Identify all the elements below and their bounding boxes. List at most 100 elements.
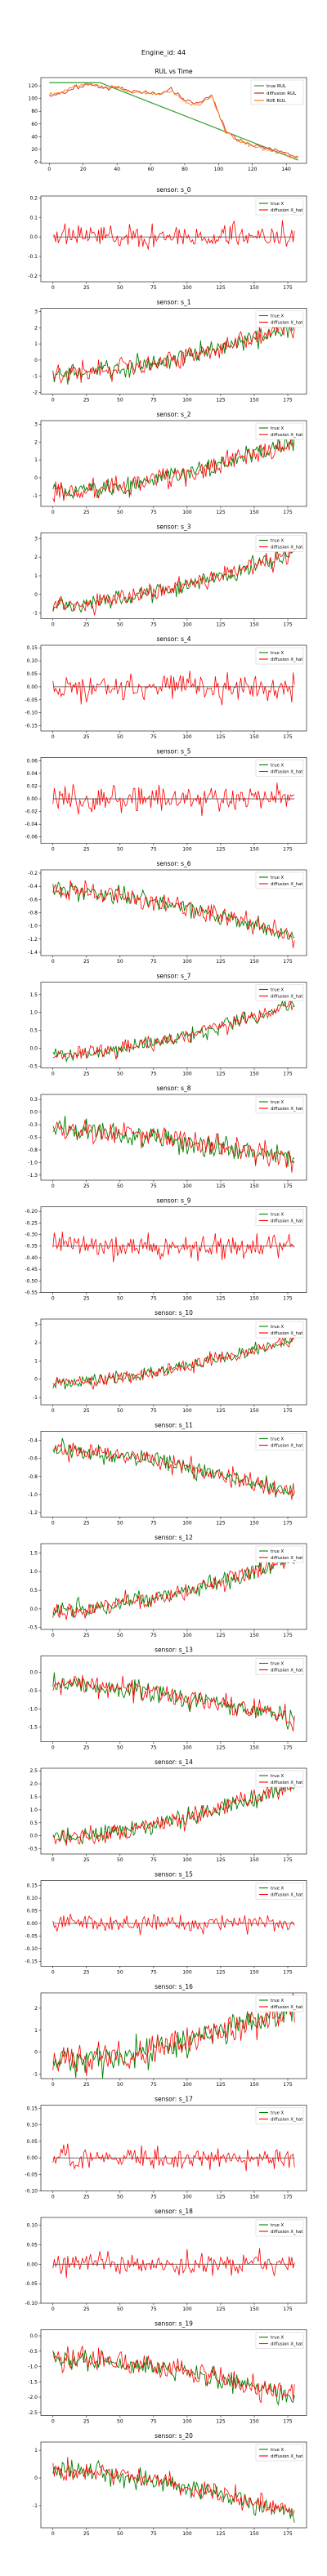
x-tick-label: 75	[150, 1633, 157, 1638]
legend-label: diffusion X_hat	[271, 1556, 302, 1561]
x-tick-label: 50	[117, 1183, 123, 1189]
y-tick-label: -0.35	[25, 1244, 38, 1250]
x-tick-label: 150	[249, 1183, 259, 1189]
x-tick-label: 100	[182, 734, 192, 740]
y-tick-label: 1	[34, 341, 38, 347]
panel-legend: true X diffusion X_hat	[255, 1545, 304, 1563]
y-tick-label: -1	[33, 2072, 38, 2078]
x-tick-label: 25	[83, 1745, 90, 1751]
sensor-panel: sensor: s_18 0 25 50 75 100 125 150 175 -0.10 -0.0…	[25, 2208, 307, 2312]
x-tick-label: 175	[283, 959, 293, 965]
x-tick-label: 150	[249, 622, 259, 628]
y-tick-label: 0.15	[27, 2106, 38, 2112]
panel-title: sensor: s_12	[155, 1534, 193, 1541]
sensor-panel: sensor: s_3 0 25 50 75 100 125 150 175 -1 0 1 2 3 true…	[33, 524, 307, 628]
y-tick-label: -2.5	[28, 2410, 38, 2416]
legend-label: RVE RUL	[267, 99, 286, 104]
rul-legend: true RUL diffusion RUL RVE RUL	[250, 79, 304, 105]
diffusion-x-hat-line	[52, 1552, 295, 1620]
x-tick-label: 100	[182, 2419, 192, 2425]
y-tick-label: 2	[34, 325, 38, 331]
panel-title: sensor: s_2	[156, 411, 190, 418]
legend-label: diffusion X_hat	[271, 1669, 302, 1674]
x-tick-label: 25	[83, 2419, 90, 2425]
axes-frame	[40, 1767, 307, 1855]
y-tick-label: 1	[34, 573, 38, 579]
x-tick-label: 150	[249, 2531, 259, 2537]
y-tick-label: 0	[34, 592, 38, 598]
x-tick-label: 25	[83, 2306, 90, 2312]
y-tick-label: -0.04	[25, 822, 38, 827]
x-tick-label: 125	[216, 1072, 226, 1077]
y-tick-label: -0.5	[28, 1688, 38, 1694]
x-tick-label: 75	[150, 1521, 157, 1526]
axes-frame	[40, 308, 307, 394]
x-tick-label: 20	[80, 167, 87, 172]
y-tick-label: 1.5	[29, 1550, 38, 1556]
x-tick-label: 150	[249, 510, 259, 515]
y-tick-label: 2	[34, 555, 38, 560]
x-tick-label: 100	[182, 2195, 192, 2200]
x-tick-label: 0	[52, 2306, 55, 2312]
axes-frame	[40, 2441, 307, 2529]
x-tick-label: 100	[182, 1633, 192, 1638]
y-tick-label: -1.5	[28, 1725, 38, 1731]
axes-frame	[40, 2217, 307, 2304]
y-tick-label: 0.0	[29, 1110, 38, 1116]
y-tick-label: -1	[33, 493, 38, 499]
diffusion-x-hat-line	[52, 1231, 295, 1263]
x-tick-label: 140	[281, 167, 291, 172]
x-tick-label: 100	[182, 1408, 192, 1414]
y-tick-label: 3	[34, 309, 38, 314]
x-tick-label: 25	[83, 1072, 90, 1077]
x-tick-label: 75	[150, 1745, 157, 1751]
y-tick-label: -0.30	[25, 1232, 38, 1238]
x-tick-label: 50	[117, 1521, 123, 1526]
legend-box	[255, 2332, 304, 2349]
y-tick-label: -1.2	[28, 1510, 38, 1516]
sensor-panel: sensor: s_9 0 25 50 75 100 125 150 175 -0.55 -0.50…	[25, 1197, 307, 1302]
true-x-line	[52, 1000, 295, 1063]
legend-box	[255, 422, 304, 440]
x-tick-label: 0	[47, 167, 51, 172]
true-x-line	[52, 1554, 295, 1618]
x-tick-label: 125	[216, 510, 226, 515]
x-tick-label: 125	[216, 2419, 226, 2425]
x-tick-label: 120	[248, 167, 258, 172]
legend-box	[255, 984, 304, 1001]
y-tick-label: 0.5	[29, 1588, 38, 1593]
y-tick-label: 0.0	[29, 234, 38, 240]
y-tick-label: 0.0	[29, 1607, 38, 1612]
sensor-panel: sensor: s_8 0 25 50 75 100 125 150 175 -1.3 -1.0 -0…	[28, 1085, 307, 1189]
x-tick-label: 50	[117, 2306, 123, 2312]
y-tick-label: 3	[34, 536, 38, 541]
x-tick-label: 75	[150, 847, 157, 853]
y-tick-label: -0.4	[28, 1438, 38, 1444]
x-tick-label: 175	[283, 734, 293, 740]
x-tick-label: 100	[214, 167, 224, 172]
y-tick-label: 0.00	[27, 1921, 38, 1927]
x-tick-label: 150	[249, 2195, 259, 2200]
panel-title: sensor: s_18	[155, 2208, 193, 2215]
x-tick-label: 150	[249, 285, 259, 291]
x-tick-label: 100	[182, 1183, 192, 1189]
sensor-panel: sensor: s_13 0 25 50 75 100 125 150 175 -1.5 -1.0 -…	[28, 1647, 307, 1751]
x-tick-label: 75	[150, 734, 157, 740]
legend-label: true X	[271, 1549, 284, 1554]
x-tick-label: 75	[150, 285, 157, 291]
x-tick-label: 25	[83, 959, 90, 965]
sensor-panel: sensor: s_10 0 25 50 75 100 125 150 175 -1 0 1 2 3 tru…	[33, 1309, 307, 1414]
x-tick-label: 175	[283, 622, 293, 628]
legend-label: true RUL	[267, 84, 287, 89]
panel-title: sensor: s_0	[156, 186, 190, 194]
y-tick-label: -0.05	[25, 2281, 38, 2287]
y-tick-label: 0.5	[29, 1821, 38, 1826]
y-tick-label: 2.0	[29, 1781, 38, 1787]
legend-box	[255, 535, 304, 552]
legend-label: diffusion X_hat	[271, 1444, 302, 1449]
x-tick-label: 0	[52, 1408, 55, 1414]
legend-label: diffusion X_hat	[271, 995, 302, 1000]
